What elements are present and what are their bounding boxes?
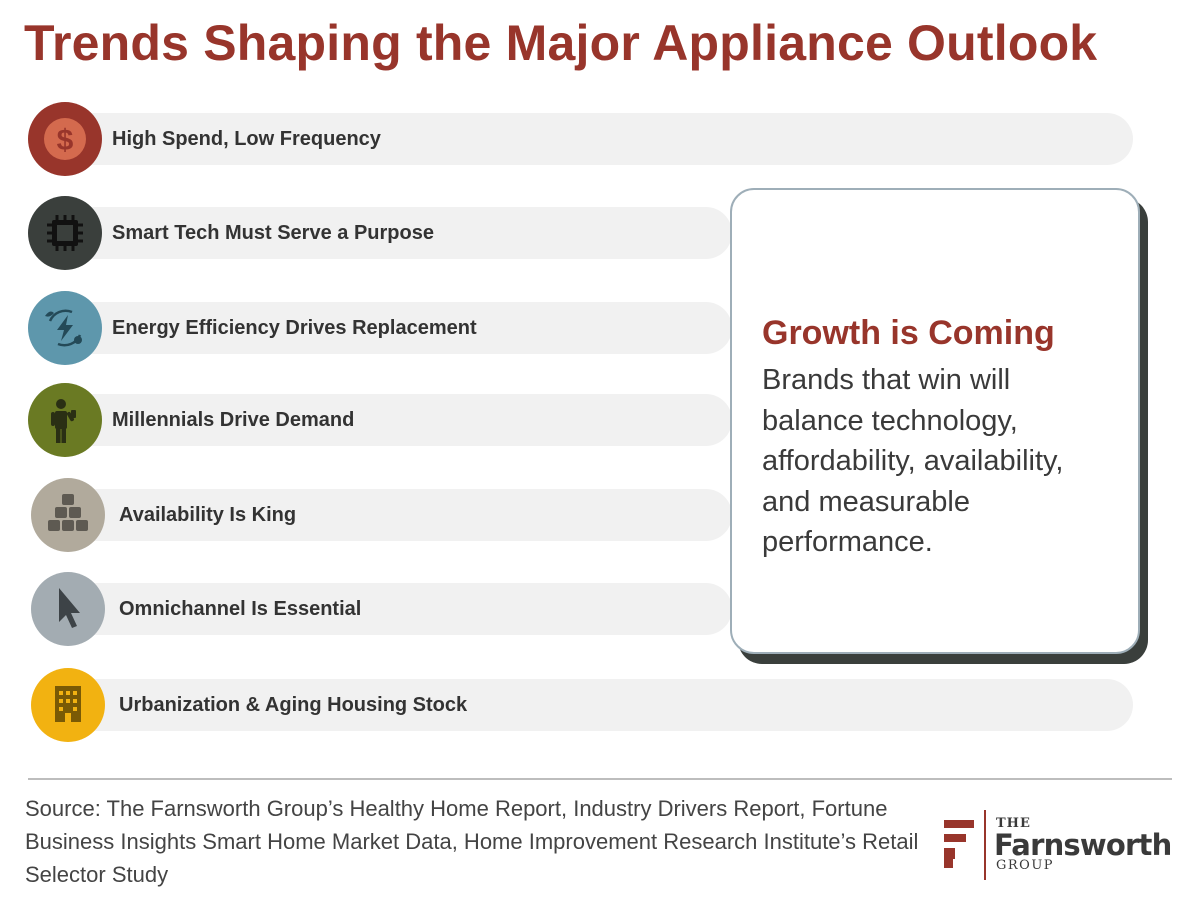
trend-row: Urbanization & Aging Housing Stock (0, 668, 1200, 742)
chip-icon (28, 196, 102, 270)
logo-mark-icon (944, 820, 974, 868)
trend-label: Energy Efficiency Drives Replacement (112, 317, 477, 339)
trend-label: High Spend, Low Frequency (112, 128, 381, 150)
trend-bar (62, 583, 732, 635)
trend-row: Omnichannel Is Essential (0, 572, 1200, 646)
logo-the: THE (996, 816, 1031, 831)
boxes-icon (31, 478, 105, 552)
svg-text:$: $ (57, 124, 74, 157)
cursor-icon (31, 572, 105, 646)
dollar-icon: $ (28, 102, 102, 176)
trend-bar (62, 679, 1133, 731)
trend-label: Smart Tech Must Serve a Purpose (112, 222, 434, 244)
callout-heading: Growth is Coming (762, 314, 1055, 352)
trend-row: Millennials Drive Demand (0, 383, 1200, 457)
building-icon (31, 668, 105, 742)
trend-bar (62, 207, 732, 259)
trend-label: Millennials Drive Demand (112, 409, 355, 431)
trend-label: Omnichannel Is Essential (119, 598, 362, 620)
page-title: Trends Shaping the Major Appliance Outlo… (24, 15, 1098, 71)
source-citation: Source: The Farnsworth Group’s Healthy H… (25, 796, 919, 887)
callout-box: Growth is Coming Brands that win will ba… (730, 188, 1140, 654)
person-icon (28, 383, 102, 457)
energy-icon (28, 291, 102, 365)
callout-body: Brands that win will balance technology,… (762, 364, 1064, 558)
logo-name: Farnsworth (994, 828, 1172, 862)
trend-bar (62, 489, 732, 541)
trend-bar (62, 302, 732, 354)
trend-row: Smart Tech Must Serve a Purpose (0, 196, 1200, 270)
trend-row: Availability Is King (0, 478, 1200, 552)
divider (28, 778, 1172, 780)
trend-bar (62, 394, 732, 446)
logo-separator (984, 810, 986, 880)
trend-label: Availability Is King (119, 504, 297, 526)
trend-row: $ High Spend, Low Frequency (0, 102, 1200, 176)
trend-bar (62, 113, 1133, 165)
trend-label: Urbanization & Aging Housing Stock (119, 694, 468, 716)
trend-row: Energy Efficiency Drives Replacement (0, 291, 1200, 365)
logo-group: GROUP (996, 858, 1055, 873)
farnsworth-logo: THE Farnsworth GROUP (940, 808, 1180, 884)
